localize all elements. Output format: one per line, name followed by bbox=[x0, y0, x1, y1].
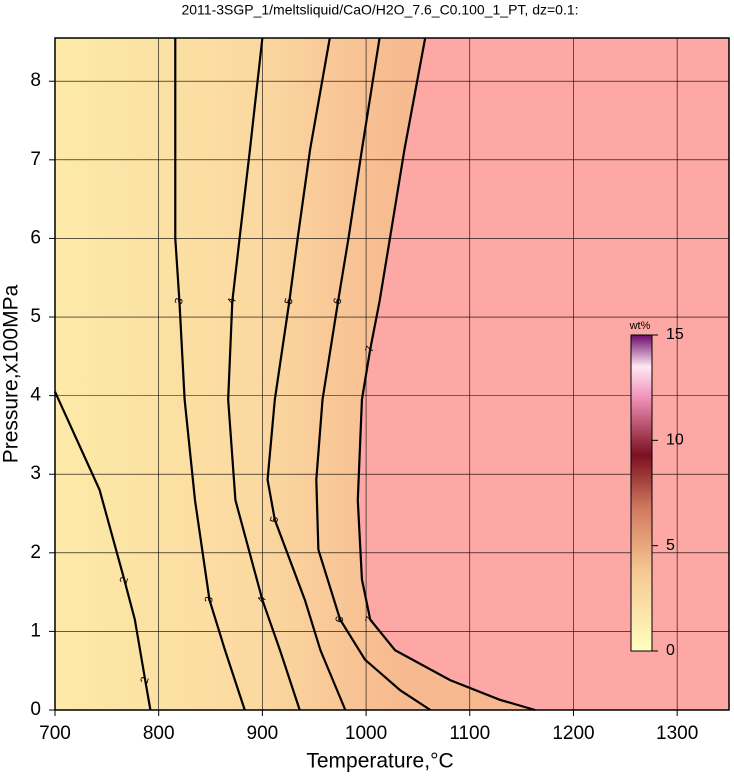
y-tick-label: 7 bbox=[30, 149, 41, 170]
x-tick-label: 800 bbox=[143, 723, 175, 744]
x-tick-label: 1100 bbox=[449, 723, 490, 744]
x-tick-label: 1300 bbox=[656, 723, 698, 744]
colorbar-tick-label: 5 bbox=[666, 537, 675, 554]
contour-line bbox=[227, 37, 301, 711]
y-tick-label: 0 bbox=[30, 699, 41, 720]
y-tick-label: 3 bbox=[30, 463, 41, 484]
contour-label: 7 bbox=[364, 345, 377, 354]
plot-area: 2 2 3 3 4 4 5 5 6 6 7 7 bbox=[53, 37, 730, 712]
saturated-region bbox=[357, 38, 729, 710]
chart-title: 2011-3SGP_1/meltsliquid/CaO/H2O_7.6_C0.1… bbox=[181, 2, 578, 18]
colorbar bbox=[630, 334, 653, 652]
x-tick-label: 1200 bbox=[552, 723, 594, 744]
x-tick-label: 1000 bbox=[345, 723, 387, 744]
colorbar-tick-label: 10 bbox=[666, 432, 684, 449]
y-tick-label: 5 bbox=[30, 306, 41, 327]
contour-label: 5 bbox=[283, 297, 296, 306]
colorbar-tick-label: 15 bbox=[666, 326, 684, 343]
y-tick-label: 8 bbox=[30, 70, 41, 91]
contour-line bbox=[356, 37, 536, 712]
contour-label: 4 bbox=[256, 595, 269, 604]
y-tick-label: 6 bbox=[30, 227, 41, 248]
y-tick-label: 1 bbox=[30, 620, 41, 641]
contour-label: 6 bbox=[331, 297, 344, 306]
contour-line bbox=[315, 37, 431, 711]
contour-label: 5 bbox=[268, 515, 281, 524]
x-tick-label: 900 bbox=[247, 723, 279, 744]
x-tick-label: 700 bbox=[39, 723, 71, 744]
y-tick-label: 2 bbox=[30, 542, 41, 563]
contour-label: 2 bbox=[118, 576, 131, 585]
y-tick-label: 4 bbox=[30, 385, 41, 406]
colorbar-tick-label: 0 bbox=[666, 642, 675, 659]
contour-line bbox=[266, 37, 347, 711]
contour-label: 6 bbox=[333, 615, 346, 624]
x-axis-label: Temperature,°C bbox=[306, 750, 453, 773]
y-axis-label: Pressure,x100MPa bbox=[0, 284, 23, 463]
contour-label: 7 bbox=[364, 615, 377, 624]
contour-line bbox=[53, 391, 152, 711]
contour-label: 3 bbox=[203, 595, 216, 604]
colorbar-label: wt% bbox=[629, 320, 651, 332]
contour-label: 2 bbox=[139, 676, 152, 685]
contour-label: 4 bbox=[226, 297, 239, 306]
plot-frame bbox=[54, 37, 730, 711]
contour-line bbox=[174, 38, 246, 711]
contour-label: 3 bbox=[173, 297, 186, 306]
